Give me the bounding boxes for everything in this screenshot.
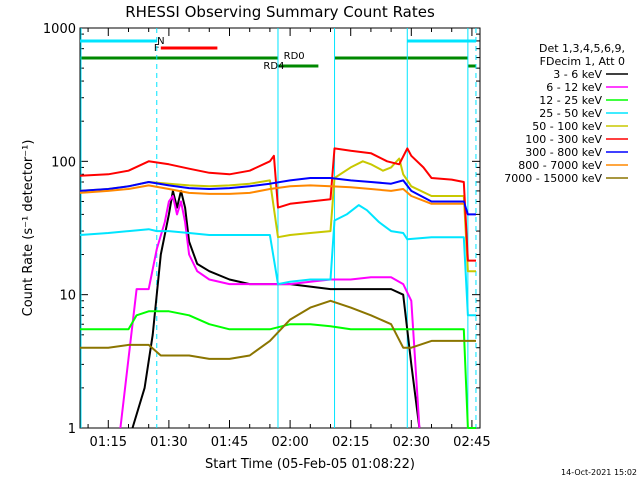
flag-label: RD0 [284, 51, 305, 62]
y-tick-label: 1 [68, 422, 76, 437]
series-line [131, 189, 421, 429]
series-line [79, 204, 476, 317]
series-line [79, 147, 476, 262]
series-line [79, 157, 476, 273]
x-tick-label: 02:30 [393, 435, 430, 450]
x-tick-label: 02:15 [332, 435, 369, 450]
series-line [80, 310, 476, 429]
legend-entry-label: 7000 - 15000 keV [504, 172, 602, 185]
legend: Det 1,3,4,5,6,9, FDecim 1, Att 0 3 - 6 k… [504, 42, 628, 185]
legend-entry-label: 100 - 300 keV [525, 133, 602, 146]
legend-entry-label: 25 - 50 keV [539, 107, 602, 120]
y-tick-label: 100 [51, 155, 76, 170]
x-tick-label: 02:00 [271, 435, 308, 450]
y-tick-labels: 1 10 100 1000 [43, 22, 76, 437]
flag-label: RD4 [263, 61, 284, 72]
axis-ticks [80, 28, 480, 429]
flag-bars: NFRD0RD4 [80, 28, 477, 428]
series-line [79, 177, 476, 216]
legend-entry-label: 3 - 6 keV [553, 68, 602, 81]
series-line [119, 195, 421, 429]
legend-entry-label: 50 - 100 keV [532, 120, 602, 133]
generation-timestamp: 14-Oct-2021 15:02 [561, 468, 637, 477]
y-tick-label: 10 [59, 289, 76, 304]
y-tick-label: 1000 [43, 22, 76, 37]
chart-title: RHESSI Observing Summary Count Rates [125, 3, 435, 21]
x-tick-label: 01:45 [211, 435, 248, 450]
series-line [79, 184, 464, 205]
x-tick-label: 01:15 [90, 435, 127, 450]
legend-header-line-2: FDecim 1, Att 0 [540, 55, 625, 68]
x-axis-label: Start Time (05-Feb-05 01:08:22) [205, 457, 415, 472]
legend-entry-label: 300 - 800 keV [525, 146, 602, 159]
legend-entry-label: 6 - 12 keV [546, 81, 602, 94]
x-tick-labels: 01:15 01:30 01:45 02:00 02:15 02:30 02:45 [90, 435, 491, 450]
series-lines [79, 147, 476, 429]
series-line [80, 299, 476, 360]
legend-header-line-1: Det 1,3,4,5,6,9, [539, 42, 625, 55]
legend-entry-label: 800 - 7000 keV [518, 159, 602, 172]
flag-label: N [157, 36, 164, 47]
x-tick-label: 01:30 [150, 435, 187, 450]
x-tick-label: 02:45 [453, 435, 490, 450]
legend-entry-label: 12 - 25 keV [539, 94, 602, 107]
plot-frame [79, 27, 481, 429]
y-axis-label: Count Rate (s⁻¹ detector⁻¹) [21, 140, 36, 317]
